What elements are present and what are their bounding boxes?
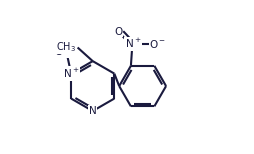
- Text: N$^+$: N$^+$: [124, 37, 141, 50]
- Text: O: O: [114, 27, 122, 37]
- Text: O$^-$: O$^-$: [53, 45, 70, 57]
- Text: N: N: [88, 106, 96, 116]
- Text: N$^+$: N$^+$: [62, 67, 79, 80]
- Text: O$^-$: O$^-$: [149, 38, 166, 50]
- Text: CH$_3$: CH$_3$: [56, 40, 76, 54]
